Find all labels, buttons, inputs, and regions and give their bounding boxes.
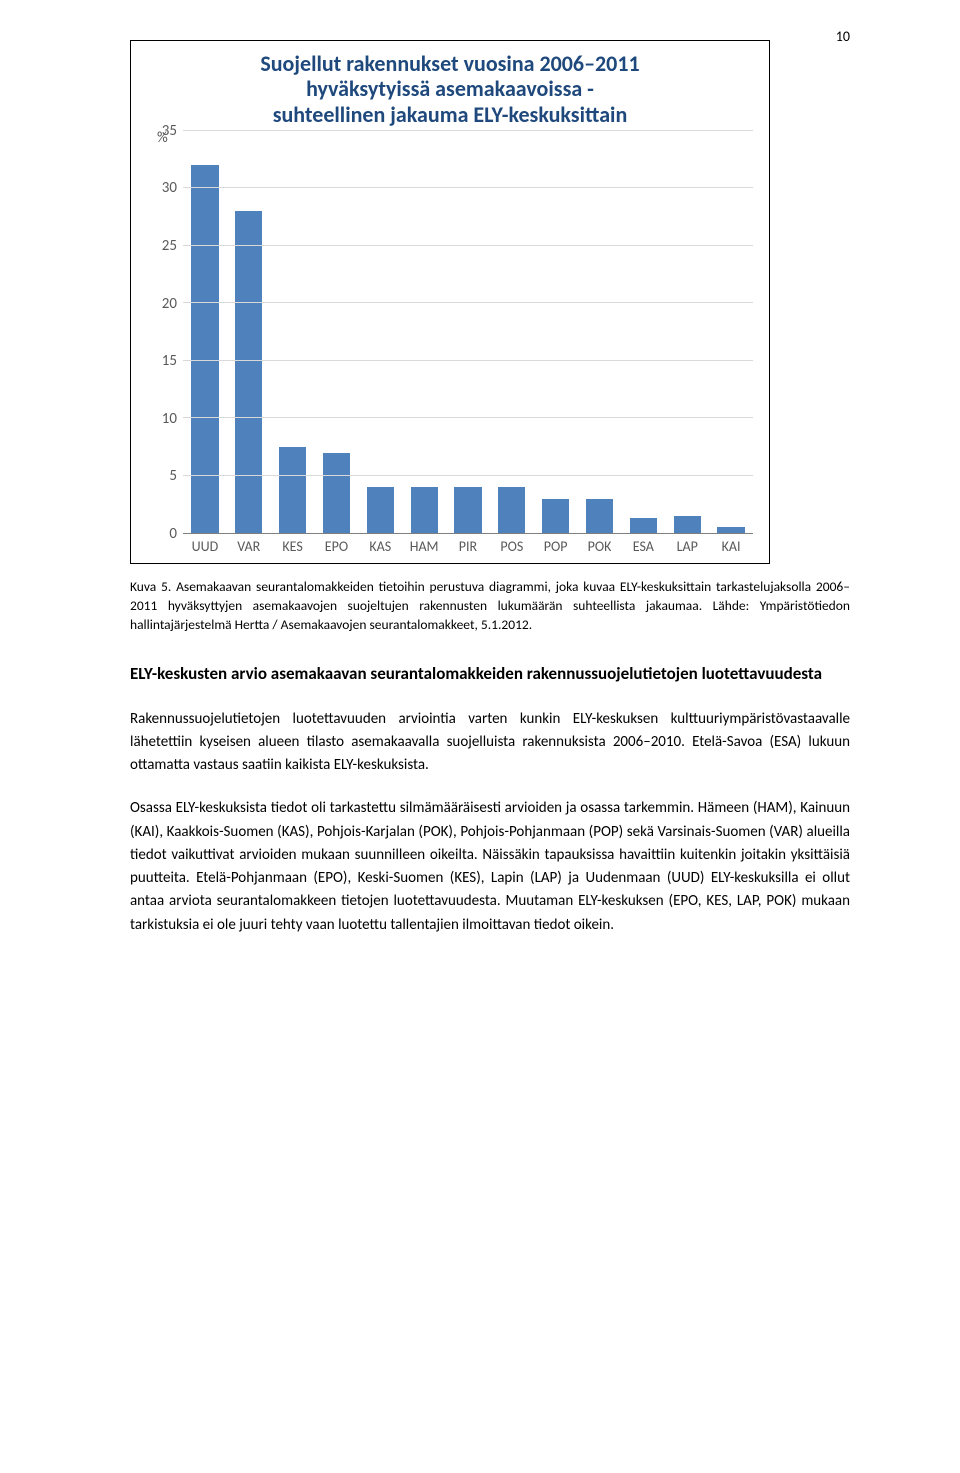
x-tick-label: POK <box>578 538 622 555</box>
chart-bar <box>717 527 744 533</box>
gridline <box>183 302 753 303</box>
plot-row: % 35302520151050 <box>147 131 753 534</box>
chart-bar <box>279 447 306 533</box>
x-tick-label: KES <box>271 538 315 555</box>
bars-container <box>183 131 753 533</box>
x-tick-label: KAI <box>709 538 753 555</box>
chart-bar <box>674 516 701 533</box>
x-tick-label: LAP <box>665 538 709 555</box>
chart-body: % 35302520151050 UUDVARKESEPOKASHAMPIRPO… <box>147 131 753 555</box>
figure-caption: Kuva 5. Asemakaavan seurantalomakkeiden … <box>130 578 850 635</box>
chart-title-line3: suhteellinen jakauma ELY-keskuksittain <box>273 101 628 128</box>
chart-title: Suojellut rakennukset vuosina 2006–2011 … <box>147 51 753 127</box>
x-tick-label: EPO <box>315 538 359 555</box>
bar-slot <box>402 131 446 533</box>
caption-text: Asemakaavan seurantalomakkeiden tietoihi… <box>130 578 850 633</box>
bar-slot <box>665 131 709 533</box>
x-tick-label: ESA <box>621 538 665 555</box>
chart-bar <box>235 211 262 533</box>
bar-slot <box>315 131 359 533</box>
x-tick-label: UUD <box>183 538 227 555</box>
bar-slot <box>578 131 622 533</box>
bar-slot <box>490 131 534 533</box>
gridline <box>183 417 753 418</box>
body-paragraph-1: Rakennussuojelutietojen luotettavuuden a… <box>130 708 850 778</box>
chart-bar <box>586 499 613 533</box>
document-page: 10 Suojellut rakennukset vuosina 2006–20… <box>0 0 960 1473</box>
bar-slot <box>534 131 578 533</box>
bar-slot <box>227 131 271 533</box>
chart-bar <box>454 487 481 533</box>
x-tick-label: VAR <box>227 538 271 555</box>
gridline <box>183 475 753 476</box>
bar-slot <box>358 131 402 533</box>
bar-slot <box>446 131 490 533</box>
chart-title-line1: Suojellut rakennukset vuosina 2006–2011 <box>260 50 639 77</box>
x-tick-label: POS <box>490 538 534 555</box>
gridline <box>183 187 753 188</box>
bar-slot <box>621 131 665 533</box>
bar-slot <box>709 131 753 533</box>
bar-slot <box>183 131 227 533</box>
chart-bar <box>542 499 569 533</box>
section-heading: ELY-keskusten arvio asemakaavan seuranta… <box>130 663 850 684</box>
chart-bar <box>411 487 438 533</box>
chart-bar <box>367 487 394 533</box>
chart-bar <box>323 453 350 533</box>
body-paragraph-2: Osassa ELY-keskuksista tiedot oli tarkas… <box>130 797 850 937</box>
caption-prefix: Kuva 5. <box>130 578 176 595</box>
chart-bar <box>630 518 657 533</box>
x-tick-label: HAM <box>402 538 446 555</box>
page-number: 10 <box>836 28 850 45</box>
x-tick-label: PIR <box>446 538 490 555</box>
gridline <box>183 130 753 131</box>
x-tick-label: KAS <box>358 538 402 555</box>
chart-title-line2: hyväksytyissä asemakaavoissa - <box>306 75 594 102</box>
chart-bar <box>498 487 525 533</box>
chart-bar <box>191 165 218 533</box>
y-axis: 35302520151050 <box>147 131 183 534</box>
gridline <box>183 360 753 361</box>
plot-area <box>183 131 753 534</box>
x-tick-label: POP <box>534 538 578 555</box>
bar-chart-container: Suojellut rakennukset vuosina 2006–2011 … <box>130 40 770 564</box>
gridline <box>183 245 753 246</box>
bar-slot <box>271 131 315 533</box>
x-axis: UUDVARKESEPOKASHAMPIRPOSPOPPOKESALAPKAI <box>183 538 753 555</box>
